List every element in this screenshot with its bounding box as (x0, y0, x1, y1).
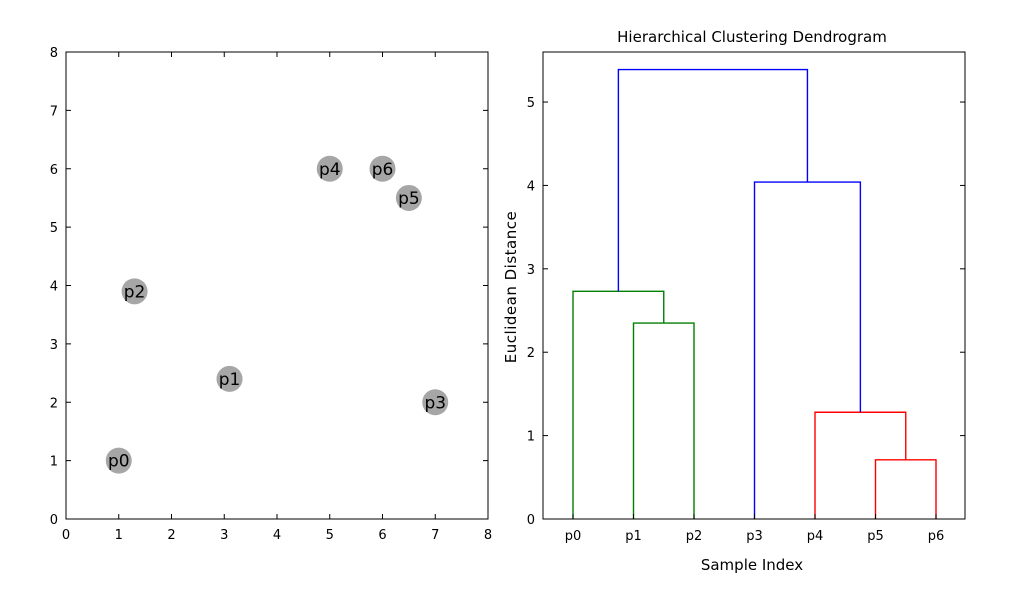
leaf-label-p4: p4 (807, 529, 824, 544)
y-tick-label: 1 (50, 455, 58, 470)
scatter-point-p5 (395, 184, 422, 211)
dendrogram-link-3 (814, 411, 907, 519)
x-tick-label: 4 (273, 528, 281, 543)
leaf-label-p1: p1 (625, 529, 642, 544)
x-tick-label: 0 (62, 528, 70, 543)
scatter-point-p2 (121, 278, 148, 305)
scatter-point-p4 (316, 155, 343, 182)
dendrogram-link-2 (874, 459, 937, 519)
dendrogram-link-4 (753, 181, 862, 519)
scatter-point-p1 (216, 365, 243, 392)
y-tick-label: 8 (50, 46, 58, 61)
dendrogram-panel: 0 1 2 3 4 5 p0 p1 p2 p3 p4 p5 p6 Hierarchical Cluste… (502, 28, 966, 574)
y-tick-label: 2 (527, 346, 535, 361)
scatter-point-label: p6 (372, 160, 394, 180)
y-tick-label: 7 (50, 104, 58, 119)
x-tick-label: 3 (220, 528, 228, 543)
leaf-label-p6: p6 (928, 529, 945, 544)
dendrogram-title: Hierarchical Clustering Dendrogram (617, 28, 887, 46)
leaf-label-p5: p5 (867, 529, 884, 544)
x-tick-label: 1 (115, 528, 123, 543)
x-tick-label: 2 (167, 528, 175, 543)
scatter-point-label: p1 (219, 370, 241, 390)
leaf-label-p0: p0 (565, 529, 582, 544)
y-tick-label: 3 (527, 263, 535, 278)
scatter-point-label: p3 (424, 393, 446, 413)
dendrogram-link-0 (572, 290, 665, 519)
y-tick-label: 3 (50, 338, 58, 353)
y-tick-label: 4 (50, 280, 58, 295)
scatter-plot-frame (65, 51, 489, 520)
dendrogram-plot-frame (542, 51, 966, 520)
x-tick-label: 5 (326, 528, 334, 543)
leaf-label-p2: p2 (686, 529, 703, 544)
dendrogram-links (572, 68, 937, 519)
y-tick-label: 2 (50, 396, 58, 411)
y-tick-label: 1 (527, 430, 535, 445)
scatter-point-p6 (369, 155, 396, 182)
x-tick-label: 8 (484, 528, 492, 543)
scatter-point-p3 (422, 389, 449, 416)
dendrogram-ticks: 0 1 2 3 4 5 p0 p1 p2 p3 p4 p5 p6 (527, 96, 965, 544)
scatter-point-label: p2 (124, 282, 146, 302)
y-tick-label: 5 (50, 221, 58, 236)
leaf-label-p3: p3 (746, 529, 763, 544)
dendrogram-link-1 (632, 322, 695, 519)
scatter-point-label: p4 (319, 160, 341, 180)
y-tick-label: 0 (527, 513, 535, 528)
scatter-point-label: p0 (108, 452, 130, 472)
scatter-point-p0 (105, 447, 132, 474)
dendrogram-link-5 (617, 68, 809, 292)
dendrogram-y-axis-label: Euclidean Distance (502, 211, 520, 363)
dendrogram-x-axis-label: Sample Index (701, 556, 803, 574)
y-tick-label: 0 (50, 513, 58, 528)
y-tick-label: 6 (50, 163, 58, 178)
x-tick-label: 7 (431, 528, 439, 543)
y-tick-label: 4 (527, 179, 535, 194)
x-tick-label: 6 (378, 528, 386, 543)
scatter-point-label: p5 (398, 189, 420, 209)
y-tick-label: 5 (527, 96, 535, 111)
